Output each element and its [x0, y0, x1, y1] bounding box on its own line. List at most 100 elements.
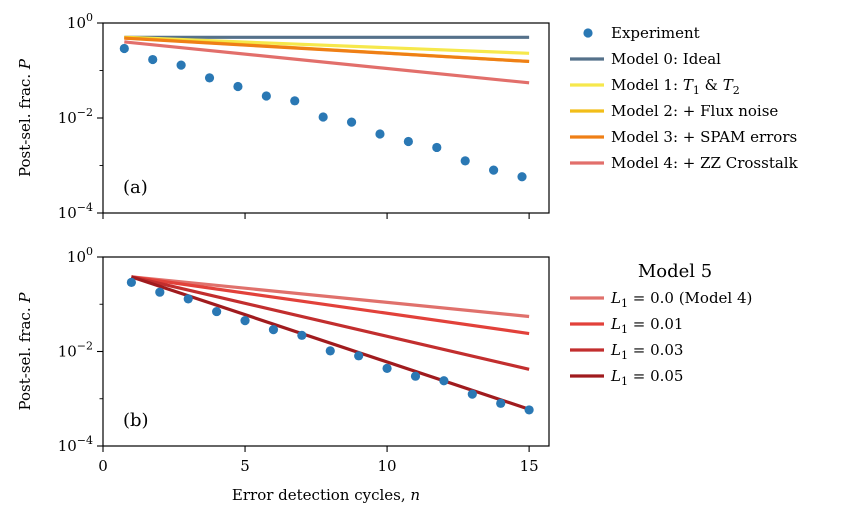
experiment-point — [183, 294, 193, 304]
experiment-point — [524, 405, 534, 415]
experiment-point — [496, 398, 506, 408]
y-tick-base: 10 — [58, 343, 77, 361]
y-tick-label: 10−2 — [58, 340, 93, 361]
legend-subscript: 1 — [621, 375, 628, 388]
experiment-point — [410, 371, 421, 381]
x-tick-label: 0 — [98, 457, 108, 475]
series-line-4 — [124, 40, 530, 85]
y-tick-label: 10−4 — [58, 201, 93, 222]
y-tick-base: 10 — [67, 14, 86, 32]
y-tick-base: 10 — [58, 204, 77, 222]
y-tick-exponent: −2 — [77, 340, 93, 353]
x-tick-label: 5 — [240, 457, 250, 475]
experiment-point — [432, 142, 442, 153]
x-tick-label: 15 — [520, 457, 539, 475]
legend-label: L1 = 0.05 — [610, 367, 683, 388]
y-tick-label: 100 — [67, 245, 93, 266]
legend-label-text: = 0.03 — [628, 341, 684, 359]
legend-label-text: Model 1: — [611, 76, 683, 94]
experiment-point — [375, 129, 385, 139]
experiment-point — [176, 60, 186, 70]
y-axis-label: Post-sel. frac. P — [16, 292, 34, 411]
legend-subscript: 2 — [733, 84, 740, 97]
y-tick-label: 10−2 — [58, 106, 93, 127]
panel-tag: (b) — [123, 410, 149, 431]
y-tick-base: 10 — [58, 437, 77, 455]
x-axis-label: Error detection cycles, n — [232, 486, 420, 504]
experiment-point — [354, 351, 364, 361]
y-axis-label-text: Post-sel. frac. — [16, 303, 34, 411]
legend-label: Experiment — [611, 24, 700, 42]
legend-symbol: L — [610, 289, 621, 307]
experiment-point — [261, 91, 271, 101]
experiment-point — [240, 316, 250, 326]
experiment-point — [233, 81, 243, 92]
y-tick-base: 10 — [58, 109, 77, 127]
experiment-point — [346, 117, 357, 127]
experiment-point — [268, 325, 279, 335]
legend-symbol: T — [683, 76, 694, 94]
legend-marker — [583, 28, 593, 38]
experiment-point — [382, 363, 392, 373]
legend-symbol: L — [610, 341, 621, 359]
y-tick-exponent: −4 — [77, 434, 93, 447]
legend-label: Model 1: T1 & T2 — [611, 76, 740, 97]
y-tick-label: 10−4 — [58, 434, 93, 455]
y-tick-exponent: 0 — [86, 245, 93, 258]
experiment-point — [403, 136, 413, 147]
experiment-point — [467, 389, 477, 399]
y-axis-label: Post-sel. frac. P — [16, 58, 34, 177]
legend-label: Model 2: + Flux noise — [611, 102, 778, 120]
series-line-3 — [124, 36, 530, 64]
experiment-point — [126, 277, 137, 288]
experiment-point — [212, 306, 222, 317]
experiment-point — [517, 172, 527, 182]
y-tick-exponent: −4 — [77, 201, 93, 214]
legend-label: L1 = 0.01 — [610, 315, 683, 336]
experiment-point — [148, 54, 158, 65]
y-axis-label-symbol: P — [16, 292, 34, 304]
y-tick-exponent: −2 — [77, 106, 93, 119]
legend-label-text: & — [700, 76, 723, 94]
legend-subscript: 1 — [621, 323, 628, 336]
y-axis-label-text: Post-sel. frac. — [16, 69, 34, 177]
legend-label: Model 3: + SPAM errors — [611, 128, 797, 146]
series-line-2 — [131, 275, 530, 371]
legend-label: Model 4: + ZZ Crosstalk — [611, 154, 799, 172]
legend-subscript: 1 — [621, 349, 628, 362]
legend-label: L1 = 0.03 — [610, 341, 683, 362]
x-axis-label-symbol: n — [410, 486, 420, 504]
experiment-point — [318, 112, 328, 122]
y-tick-label: 100 — [67, 11, 93, 32]
y-axis-label-symbol: P — [16, 58, 34, 70]
legend-symbol: L — [610, 315, 621, 333]
experiment-point — [119, 43, 129, 54]
legend-title: Model 5 — [638, 261, 712, 282]
legend-subscript: 1 — [693, 84, 700, 97]
experiment-point — [297, 330, 307, 340]
legend-subscript: 1 — [621, 297, 628, 310]
x-tick-label: 10 — [378, 457, 397, 475]
experiment-point — [325, 346, 335, 356]
series-line-3 — [130, 275, 530, 411]
experiment-point — [204, 73, 215, 83]
series-line-1 — [124, 35, 530, 55]
series-line-0 — [131, 275, 530, 319]
legend-label-text: = 0.05 — [628, 367, 684, 385]
series-line-1 — [131, 275, 530, 336]
y-tick-base: 10 — [67, 248, 86, 266]
experiment-point — [489, 165, 499, 175]
legend-symbol: L — [610, 367, 621, 385]
legend-label: L1 = 0.0 (Model 4) — [610, 289, 752, 310]
panel-tag: (a) — [123, 177, 148, 198]
legend-label-text: = 0.0 (Model 4) — [628, 289, 752, 307]
x-axis-label-text: Error detection cycles, — [232, 486, 411, 504]
experiment-point — [460, 156, 470, 166]
experiment-point — [155, 287, 165, 297]
legend-symbol: T — [723, 76, 734, 94]
